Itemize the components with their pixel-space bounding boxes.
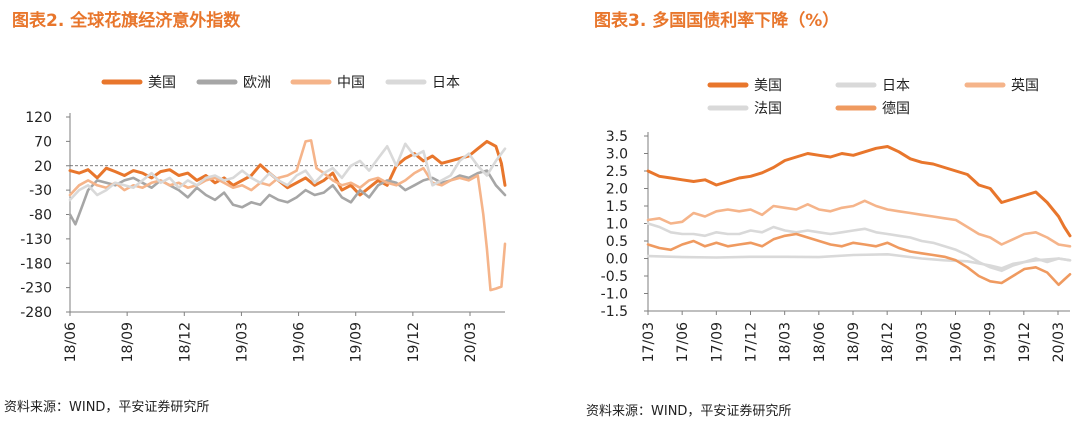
legend-label-us: 美国 [754, 78, 782, 94]
y-tick-label: 0.0 [606, 252, 628, 268]
x-tick-label: 19/09 [349, 322, 365, 362]
y-tick-label: 20 [34, 159, 52, 175]
x-tick-label: 17/06 [675, 322, 691, 362]
y-tick-label: -80 [29, 208, 52, 224]
chart-title: 图表3. 多国国债利率下降（%） [594, 11, 840, 31]
x-tick-label: 18/06 [812, 322, 828, 362]
legend-label-china: 中国 [337, 75, 365, 91]
series-line-china [68, 139, 507, 292]
y-tick-label: -1.0 [601, 287, 628, 303]
series-line-us [68, 139, 507, 197]
x-tick-label: 19/12 [1017, 322, 1033, 362]
x-tick-label: 18/12 [177, 322, 193, 362]
x-tick-label: 19/09 [983, 322, 999, 362]
x-tick-label: 20/03 [1051, 322, 1067, 362]
bond-yield-chart: 3.5 3.02.5 2.01.5 1.00.5 0.0-0.5 -1.0-1.5 17/0… [601, 77, 1072, 362]
x-tick-label: 18/03 [778, 322, 794, 362]
legend-label-europe: 欧洲 [243, 75, 271, 91]
y-tick-label: 3.5 [606, 129, 628, 145]
y-tick-label: 2.0 [606, 182, 628, 198]
y-tick-label: -230 [20, 281, 52, 297]
series-line-france [646, 222, 1072, 273]
x-tick-label: 18/06 [63, 322, 79, 362]
y-tick-label: -180 [20, 256, 52, 272]
y-tick-label: -0.5 [601, 269, 628, 285]
x-tick-label: 17/03 [641, 322, 657, 362]
chart-source: 资料来源：WIND，平安证券研究所 [4, 400, 210, 415]
legend-label-france: 法国 [754, 101, 782, 117]
series-line-japan [646, 253, 1072, 270]
x-tick-label: 19/06 [292, 322, 308, 362]
series-line-us [646, 145, 1072, 238]
series-line-germany [646, 232, 1072, 287]
y-tick-label: 70 [34, 134, 52, 150]
x-tick-label: 18/12 [880, 322, 896, 362]
x-tick-label: 19/03 [234, 322, 250, 362]
y-tick-label: -30 [29, 183, 52, 199]
legend-label-japan: 日本 [432, 75, 460, 91]
y-tick-label: 2.5 [606, 164, 628, 180]
economic-surprise-chart: 120 70 20 -30 -80 -130 -180 -230 -280 18/06 18/09 1… [20, 75, 507, 362]
y-tick-label: 1.0 [606, 217, 628, 233]
y-tick-label: 0.5 [606, 234, 628, 250]
series-line-japan [68, 142, 507, 202]
chart-source: 资料来源：WIND，平安证券研究所 [586, 404, 792, 419]
x-tick-label: 19/12 [406, 322, 422, 362]
legend-label-japan: 日本 [882, 78, 910, 94]
x-tick-label: 20/03 [463, 322, 479, 362]
y-tick-label: 120 [25, 110, 52, 126]
y-tick-label: -130 [20, 232, 52, 248]
chart-title: 图表2. 全球花旗经济意外指数 [12, 11, 241, 31]
legend-label-germany: 德国 [882, 101, 910, 117]
legend-label-us: 美国 [148, 75, 176, 91]
x-tick-label: 17/12 [744, 322, 760, 362]
legend-label-uk: 英国 [1011, 77, 1039, 94]
x-tick-label: 18/09 [846, 322, 862, 362]
chart-panel-economic-surprise: 图表2. 全球花旗经济意外指数 120 70 20 -30 -80 -130 -180 -23… [4, 11, 507, 415]
y-tick-label: -1.5 [601, 304, 628, 320]
x-tick-label: 19/03 [914, 322, 930, 362]
series-line-uk [646, 199, 1072, 248]
chart-panel-bond-yields: 图表3. 多国国债利率下降（%） 3.5 3.0 2.5 2.0 1.5 1.0 0.5 0.… [540, 0, 1080, 424]
y-tick-label: 3.0 [606, 147, 628, 163]
y-tick-label: -280 [20, 305, 52, 321]
y-tick-label: 1.5 [606, 199, 628, 215]
x-tick-label: 17/09 [709, 322, 725, 362]
x-tick-label: 19/06 [949, 322, 965, 362]
series-line-europe [68, 169, 507, 226]
x-tick-label: 18/09 [120, 322, 136, 362]
